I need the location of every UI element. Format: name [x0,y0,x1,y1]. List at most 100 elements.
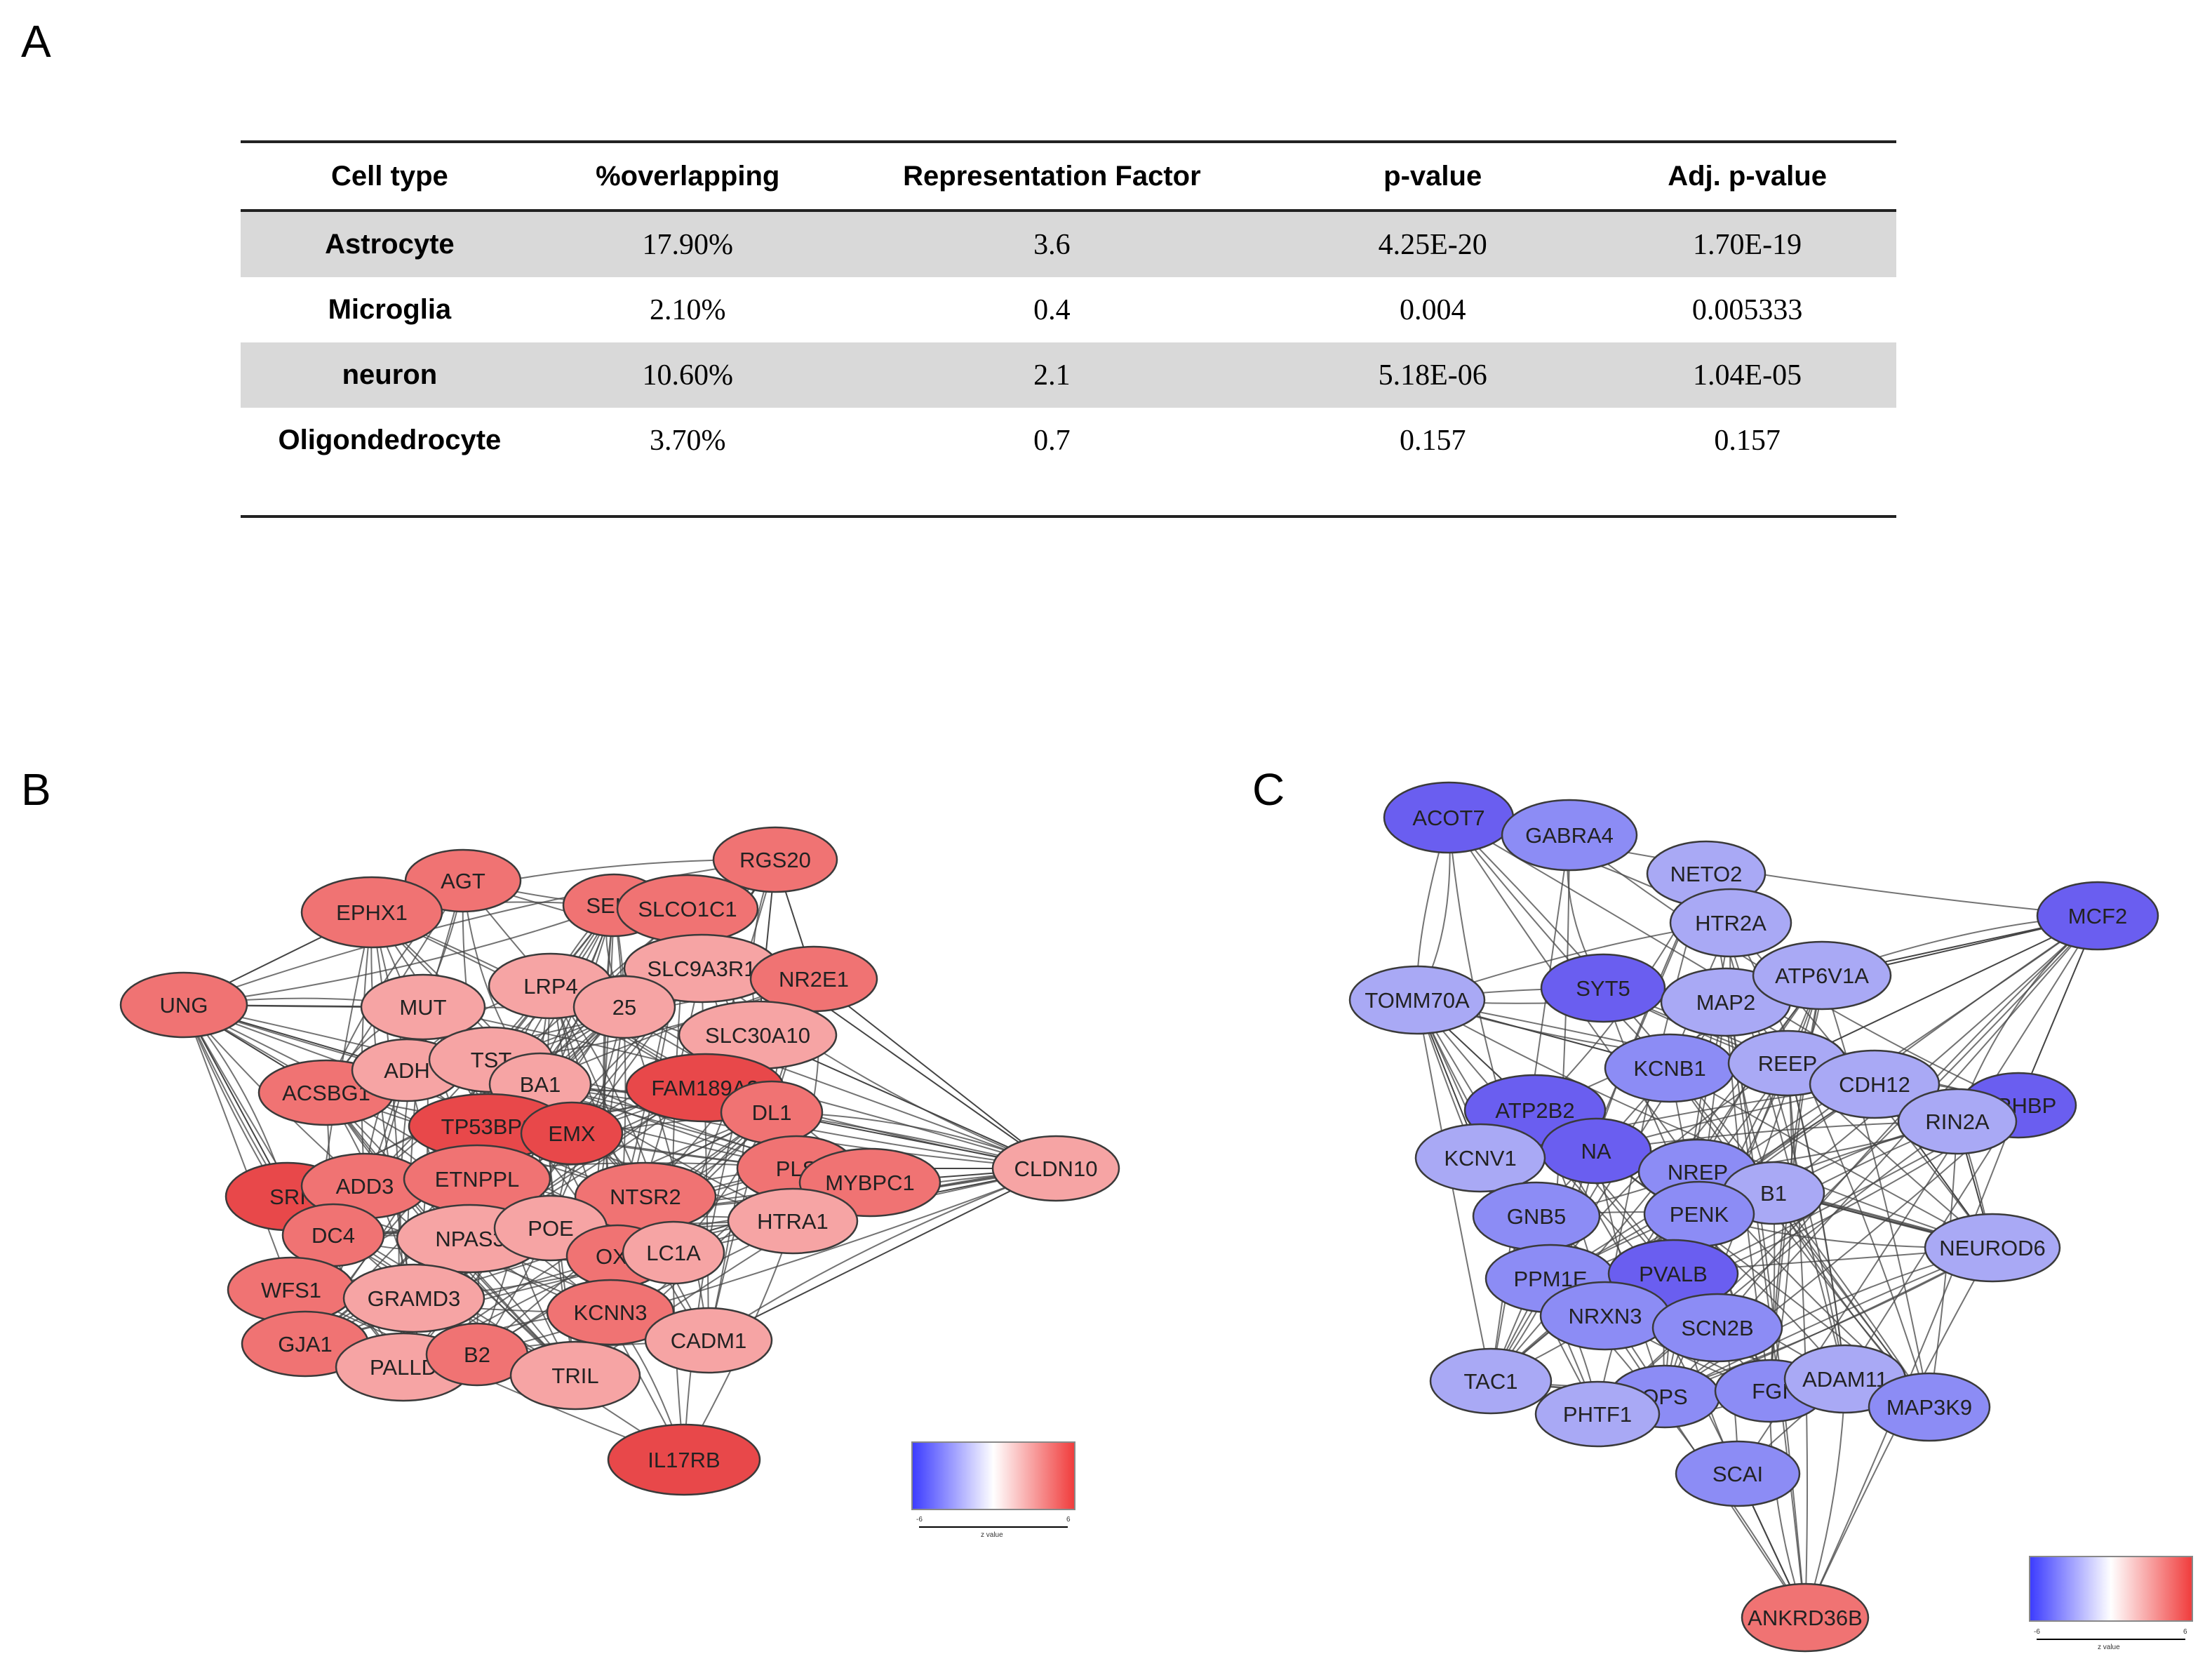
network-c-node-label: PHTF1 [1563,1402,1632,1427]
legend-b-max: 6 [1066,1516,1071,1524]
network-b-node: SLCO1C1 [616,874,759,944]
network-b-node-label: MYBPC1 [825,1171,914,1195]
network-b-node-label: LC1A [646,1241,701,1265]
network-c-node-label: NETO2 [1670,862,1743,886]
network-b-node-shape [520,1101,624,1166]
network-b-node: CADM1 [644,1307,773,1374]
legend-c: -6 6 z value [2029,1556,2193,1651]
network-c-node: SYT5 [1540,953,1666,1023]
adj-p-cell: 1.04E-05 [1598,342,1896,408]
network-c-node: ACOT7 [1383,781,1515,854]
network-c-node: GABRA4 [1501,799,1638,872]
network-c-node: TAC1 [1429,1347,1553,1415]
network-c-node-shape [2036,881,2159,951]
network-c-node-label: PVALB [1639,1262,1708,1286]
network-c-node-label: KCNB1 [1633,1056,1705,1081]
rf-cell: 3.6 [836,211,1268,277]
network-b-node-label: SLCO1C1 [638,897,737,921]
network-c-node: GNB5 [1472,1181,1601,1251]
network-c-node-label: MAP3K9 [1886,1395,1972,1420]
header-representation-factor: Representation Factor [836,140,1268,212]
network-b-node-label: B2 [464,1342,490,1367]
network-b-node-label: GRAMD3 [368,1286,461,1311]
rf-cell: 0.4 [1033,293,1071,326]
network-b-node-label: CLDN10 [1014,1157,1098,1181]
network-edge [183,1004,292,1291]
network-b-node-label: ADD3 [336,1174,394,1199]
overlap-cell: 2.10% [649,293,726,326]
network-edge [1416,999,1492,1382]
network-c-node-shape [1651,1293,1783,1363]
network-b-node-shape [360,973,486,1041]
network-c-node-label: REEP [1758,1051,1817,1076]
overlap-cell: 3.70% [649,424,726,457]
cell-type: Astrocyte [241,211,539,277]
table-header-row: Cell type %overlapping Representation Fa… [241,140,1896,212]
network-b-node-label: MUT [399,995,446,1020]
p-cell: 4.25E-20 [1267,211,1599,277]
network-b-node: DC4 [281,1203,385,1267]
legend-b-gradient [911,1441,1075,1510]
network-c-node: NEUROD6 [1924,1213,2061,1283]
network-b-node-label: PALLD [370,1355,437,1380]
network-c-node-shape [1414,1123,1546,1193]
network-c-node-shape [1809,1049,1940,1119]
cell-type: Microglia [328,294,452,325]
network-b-node: UNG [119,971,248,1039]
p-cell: 0.004 [1399,293,1466,326]
rf-cell: 0.7 [1033,424,1071,457]
legend-b-min: -6 [916,1516,923,1524]
network-b-node: IL17RB [607,1423,761,1496]
network-edge [1787,915,2098,1064]
legend-b-title: z value [981,1531,1003,1539]
table-row: Oligondedrocyte 3.70% 0.7 0.157 0.157 [241,408,1896,473]
network-c-node: TOMM70A [1348,965,1486,1035]
network-b-node-label: TP53BP2 [441,1114,535,1139]
network-b-node-shape [546,1279,675,1346]
network-c-node-label: RIN2A [1925,1109,1990,1134]
network-b-node-label: ADH [384,1058,429,1083]
table-row: Astrocyte 17.90% 3.6 4.25E-20 1.70E-19 [241,211,1896,277]
network-c-node-label: ATP6V1A [1775,964,1869,988]
network-c-node-label: HTR2A [1695,911,1767,935]
network-c-node: KCNV1 [1414,1123,1546,1193]
network-b-node-label: NR2E1 [779,967,849,992]
network-b-node: DL1 [720,1080,824,1145]
network-c-node: SCN2B [1651,1293,1783,1363]
network-edge [1416,999,1993,1248]
network-b-node-shape [644,1307,773,1374]
network-c-node-shape [1534,1380,1661,1448]
network-b-node-label: AGT [441,869,485,893]
overlap-cell: 10.60% [538,342,837,408]
network-c-nodes: ACOT7 GABRA4 NETO2 HTR2A MCF2 TOMM70A SYT5 MAP2… [1348,781,2159,1653]
adj-p-cell: 0.005333 [1691,293,1803,326]
header-p-value: p-value [1267,140,1599,212]
network-c-node-label: KCNV1 [1444,1146,1516,1171]
network-c-node-label: SCAI [1712,1462,1763,1486]
legend-c-gradient [2029,1556,2193,1622]
header-adj-p-value: Adj. p-value [1598,140,1896,212]
network-b-node-label: SRI [269,1185,306,1209]
network-edge [361,912,373,1187]
table-row: neuron 10.60% 2.1 5.18E-06 1.04E-05 [241,342,1896,408]
network-edge [183,905,615,1006]
network-edge [813,978,1057,1169]
network-b-node-shape [622,1220,725,1285]
legend-c-max: 6 [2183,1628,2187,1636]
network-b-node-label: DC4 [311,1223,355,1248]
network-edge [708,1168,1057,1341]
network-edge [476,1006,625,1355]
network-c-node: ANKRD36B [1741,1582,1870,1653]
network-c-node-label: ATP2B2 [1495,1098,1574,1123]
network-c-node-label: ADAM11 [1802,1367,1888,1392]
network-edge [1804,1105,2019,1618]
network-b-node-label: BA1 [520,1072,561,1097]
table-row: Microglia 2.10% 0.4 0.004 0.005333 [241,277,1896,342]
network-b-node-label: EMX [548,1121,596,1146]
network-b-node-shape [712,826,838,893]
header-overlapping: %overlapping [538,140,837,212]
network-b-node: KCNN3 [546,1279,675,1346]
adj-p-cell: 0.157 [1714,424,1781,457]
network-b-node-label: SLC9A3R1 [647,957,756,981]
